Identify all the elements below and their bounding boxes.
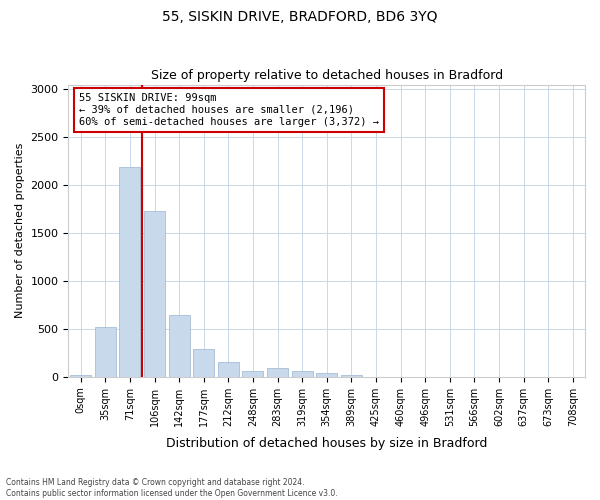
Bar [218, 362, 239, 377]
Bar [95, 327, 116, 377]
Bar [169, 316, 190, 377]
Bar [119, 167, 140, 377]
Y-axis label: Number of detached properties: Number of detached properties [15, 143, 25, 318]
Bar [292, 371, 313, 377]
Bar [316, 373, 337, 377]
Bar [242, 370, 263, 377]
Bar [267, 368, 288, 377]
X-axis label: Distribution of detached houses by size in Bradford: Distribution of detached houses by size … [166, 437, 487, 450]
Text: 55 SISKIN DRIVE: 99sqm
← 39% of detached houses are smaller (2,196)
60% of semi-: 55 SISKIN DRIVE: 99sqm ← 39% of detached… [79, 94, 379, 126]
Bar [193, 349, 214, 377]
Text: 55, SISKIN DRIVE, BRADFORD, BD6 3YQ: 55, SISKIN DRIVE, BRADFORD, BD6 3YQ [162, 10, 438, 24]
Text: Contains HM Land Registry data © Crown copyright and database right 2024.
Contai: Contains HM Land Registry data © Crown c… [6, 478, 338, 498]
Bar [144, 211, 165, 377]
Bar [341, 375, 362, 377]
Bar [70, 375, 91, 377]
Title: Size of property relative to detached houses in Bradford: Size of property relative to detached ho… [151, 69, 503, 82]
